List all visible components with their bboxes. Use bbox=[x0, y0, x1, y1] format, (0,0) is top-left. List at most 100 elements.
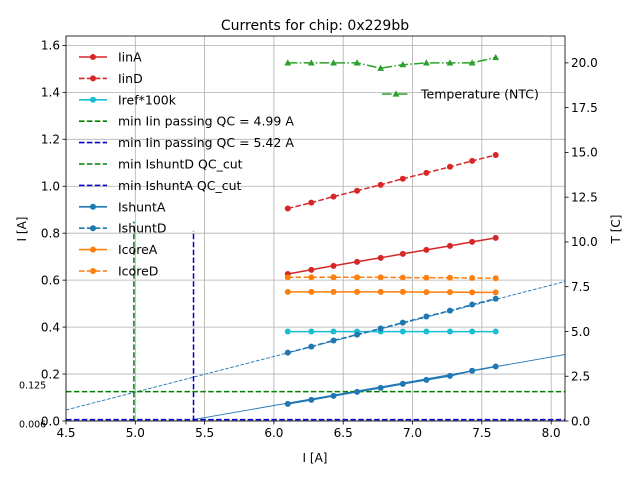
series-iind-point bbox=[330, 193, 337, 200]
legend-label-temperature: Temperature (NTC) bbox=[420, 87, 539, 102]
series-iref-100k-point bbox=[469, 328, 476, 335]
chart-title: Currents for chip: 0x229bb bbox=[221, 18, 409, 34]
series-iind-point bbox=[446, 163, 453, 170]
legend-label-ishuntd: IshuntD bbox=[118, 221, 167, 236]
series-ishuntd-point bbox=[284, 349, 291, 356]
series-icorea-point bbox=[308, 288, 315, 295]
series-icorea-point bbox=[377, 288, 384, 295]
legend-label-iref-100k: Iref*100k bbox=[118, 92, 177, 107]
series-icored-point bbox=[399, 274, 406, 281]
series-iref-100k-point bbox=[330, 328, 337, 335]
y-axis-label: I [A] bbox=[15, 217, 29, 242]
series-ishunta-point bbox=[377, 384, 384, 391]
series-iind-line bbox=[287, 154, 496, 210]
series-iina-point bbox=[377, 254, 384, 261]
series-icored-point bbox=[284, 274, 291, 281]
x-axis-label: I [A] bbox=[303, 451, 328, 465]
series-ishunta-point bbox=[330, 392, 337, 399]
series-ishunta-point bbox=[308, 396, 315, 403]
series-ishunta-point bbox=[469, 367, 476, 374]
legend-label-ishunta: IshuntA bbox=[118, 199, 166, 214]
series-iref-100k-point bbox=[399, 328, 406, 335]
series-iina-point bbox=[492, 234, 499, 241]
series-icorea-point bbox=[330, 288, 337, 295]
y-tick-label: 0.0 bbox=[41, 414, 60, 428]
legend-marker-icorea bbox=[90, 246, 96, 253]
series-iref-100k-point bbox=[492, 328, 499, 335]
plot-series-group bbox=[66, 53, 565, 421]
x-tick-label: 8.0 bbox=[542, 426, 561, 440]
series-iind-point bbox=[492, 152, 499, 159]
series-iina-point bbox=[308, 266, 315, 273]
series-icored-line bbox=[287, 276, 496, 280]
y-tick-label: 1.2 bbox=[41, 133, 60, 147]
legend-label-min-iin-passing-qc-4-99-a: min Iin passing QC = 4.99 A bbox=[118, 114, 294, 129]
series-ishuntd-point bbox=[377, 325, 384, 332]
series-ishuntd-point bbox=[354, 331, 361, 338]
series-temperature-point bbox=[422, 59, 430, 66]
series-temperature-point bbox=[284, 59, 292, 66]
series-icorea-point bbox=[446, 289, 453, 296]
annotation-label: 0.006 bbox=[19, 420, 46, 431]
x-tick-label: 5.0 bbox=[126, 426, 145, 440]
series-temperature-line bbox=[287, 56, 496, 69]
legend-label-min-ishunta-qc-cut: min IshuntA QC_cut bbox=[118, 178, 242, 193]
series-icored-point bbox=[423, 274, 430, 281]
series-ishunta-point bbox=[399, 380, 406, 387]
series-iref-100k-point bbox=[423, 328, 430, 335]
y2-tick-label: 20.0 bbox=[571, 56, 598, 70]
series-ishuntd-point bbox=[399, 319, 406, 326]
y-tick-label: 1.6 bbox=[41, 39, 60, 53]
series-icorea-point bbox=[423, 289, 430, 296]
legend-marker-ishunta bbox=[90, 203, 96, 210]
series-iina-point bbox=[399, 250, 406, 257]
legend-marker-iref-100k bbox=[90, 96, 96, 103]
legend-marker-ishuntd bbox=[90, 225, 96, 232]
y2-tick-label: 15.0 bbox=[571, 146, 598, 160]
x-tick-label: 5.5 bbox=[195, 426, 214, 440]
series-icored-point bbox=[469, 275, 476, 282]
series-iref-100k-point bbox=[446, 328, 453, 335]
y2-tick-label: 10.0 bbox=[571, 235, 598, 249]
plot-area bbox=[66, 53, 565, 421]
series-icored-point bbox=[446, 274, 453, 281]
legend: IinA IinD Iref*100k min Iin passing QC = 4.… bbox=[79, 50, 539, 279]
series-ishuntd-point bbox=[423, 313, 430, 320]
x-tick-label: 7.0 bbox=[403, 426, 422, 440]
series-temperature-point bbox=[446, 59, 454, 66]
series-iind-point bbox=[354, 187, 361, 194]
series-iina-line bbox=[287, 237, 496, 275]
series-iref-100k-point bbox=[284, 328, 291, 335]
series-ishunta-point bbox=[284, 400, 291, 407]
y2-tick-label: 5.0 bbox=[571, 325, 590, 339]
y-tick-label: 0.8 bbox=[41, 226, 60, 240]
series-iind-point bbox=[284, 205, 291, 212]
legend-label-iind: IinD bbox=[118, 71, 143, 86]
series-temperature-point bbox=[307, 59, 315, 66]
series-temperature-point bbox=[468, 59, 476, 66]
series-ishuntd-point bbox=[308, 343, 315, 350]
y-tick-label: 1.4 bbox=[41, 86, 60, 100]
series-icored-point bbox=[330, 274, 337, 281]
y2-tick-label: 12.5 bbox=[571, 190, 598, 204]
axes-frame bbox=[65, 35, 566, 422]
series-icored-point bbox=[308, 274, 315, 281]
series-ishunta-point bbox=[446, 372, 453, 379]
series-ishuntd-point bbox=[446, 307, 453, 314]
series-temperature-point bbox=[399, 61, 407, 68]
y-tick-label: 1.0 bbox=[41, 180, 60, 194]
annotation-label: 0.125 bbox=[19, 381, 46, 392]
y2-tick-label: 17.5 bbox=[571, 101, 598, 115]
series-temperature-point bbox=[353, 59, 361, 66]
series-iina-point bbox=[446, 242, 453, 249]
series-icored-point bbox=[377, 274, 384, 281]
series-icored-point bbox=[492, 275, 499, 282]
series-iind-point bbox=[423, 169, 430, 176]
y2-tick-label: 0.0 bbox=[571, 414, 590, 428]
y-tick-label: 0.2 bbox=[41, 367, 60, 381]
series-icorea-point bbox=[354, 288, 361, 295]
series-ishunta-point bbox=[354, 388, 361, 395]
series-ishunta-point bbox=[423, 376, 430, 383]
